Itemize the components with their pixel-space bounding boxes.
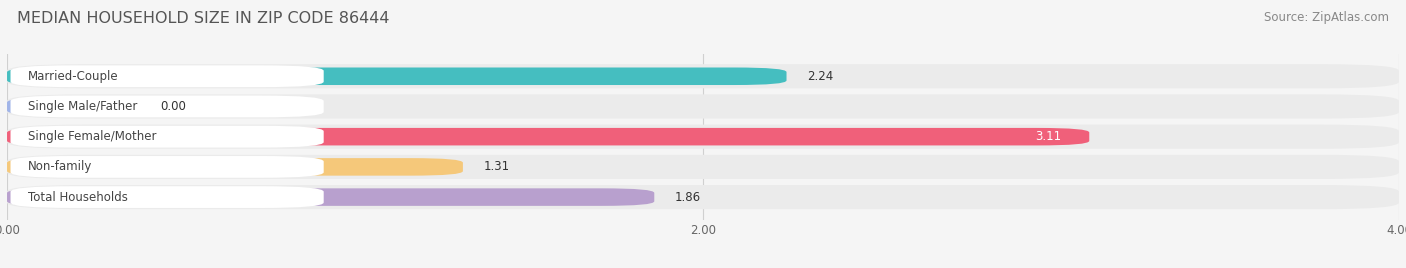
Text: Source: ZipAtlas.com: Source: ZipAtlas.com bbox=[1264, 11, 1389, 24]
FancyBboxPatch shape bbox=[7, 64, 1399, 88]
Text: Total Households: Total Households bbox=[28, 191, 128, 204]
FancyBboxPatch shape bbox=[10, 96, 323, 117]
FancyBboxPatch shape bbox=[7, 155, 1399, 179]
Text: Non-family: Non-family bbox=[28, 160, 93, 173]
Text: 1.31: 1.31 bbox=[484, 160, 510, 173]
Text: Married-Couple: Married-Couple bbox=[28, 70, 118, 83]
FancyBboxPatch shape bbox=[10, 126, 323, 148]
FancyBboxPatch shape bbox=[10, 65, 323, 87]
FancyBboxPatch shape bbox=[7, 68, 786, 85]
Text: 0.00: 0.00 bbox=[160, 100, 186, 113]
FancyBboxPatch shape bbox=[7, 98, 139, 115]
Text: 2.24: 2.24 bbox=[807, 70, 834, 83]
Text: MEDIAN HOUSEHOLD SIZE IN ZIP CODE 86444: MEDIAN HOUSEHOLD SIZE IN ZIP CODE 86444 bbox=[17, 11, 389, 26]
Text: 3.11: 3.11 bbox=[1035, 130, 1062, 143]
FancyBboxPatch shape bbox=[7, 125, 1399, 149]
Text: Single Female/Mother: Single Female/Mother bbox=[28, 130, 156, 143]
FancyBboxPatch shape bbox=[7, 188, 654, 206]
FancyBboxPatch shape bbox=[7, 128, 1090, 146]
FancyBboxPatch shape bbox=[7, 94, 1399, 118]
Text: Single Male/Father: Single Male/Father bbox=[28, 100, 138, 113]
FancyBboxPatch shape bbox=[7, 185, 1399, 209]
Text: 1.86: 1.86 bbox=[675, 191, 702, 204]
FancyBboxPatch shape bbox=[10, 186, 323, 208]
FancyBboxPatch shape bbox=[10, 156, 323, 178]
FancyBboxPatch shape bbox=[7, 158, 463, 176]
